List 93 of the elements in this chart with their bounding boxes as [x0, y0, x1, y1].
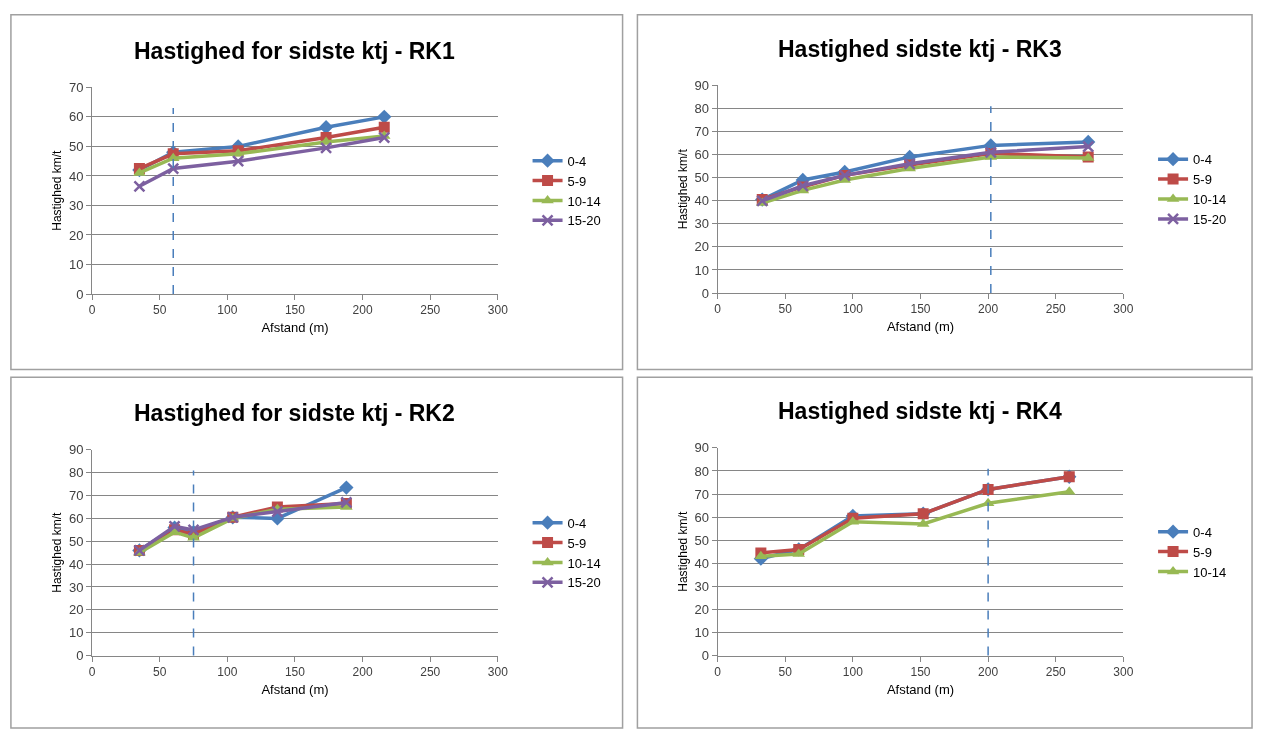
legend-label: 0-4 [567, 515, 587, 531]
y-tick-label: 50 [69, 533, 84, 549]
x-tick-label: 100 [842, 302, 864, 317]
chart-title: Hastighed sidste ktj - RK3 [778, 36, 1062, 62]
legend-label: 5-9 [1193, 172, 1212, 188]
y-tick-label: 10 [69, 625, 84, 641]
y-tick-label: 50 [69, 138, 84, 154]
x-tick-label: 200 [978, 664, 999, 679]
y-tick-label: 80 [69, 465, 84, 481]
chart-title: Hastighed for sidste ktj - RK1 [134, 38, 455, 64]
x-tick-label: 200 [352, 303, 373, 318]
chart-title: Hastighed sidste ktj - RK4 [778, 398, 1062, 424]
y-tick-label: 10 [694, 262, 709, 278]
y-tick-label: 0 [76, 648, 84, 664]
x-tick-label: 150 [910, 664, 931, 679]
legend-label: 10-14 [567, 193, 601, 209]
y-tick-label: 10 [694, 625, 709, 641]
x-tick-label: 50 [153, 664, 167, 679]
x-tick-label: 150 [910, 302, 931, 317]
x-tick-label: 250 [420, 303, 441, 318]
y-tick-label: 60 [694, 147, 709, 163]
y-tick-label: 30 [694, 216, 709, 232]
x-tick-label: 0 [714, 302, 722, 317]
legend-label: 0-4 [1193, 152, 1212, 168]
x-axis-title: Afstand (m) [886, 681, 955, 697]
y-tick-label: 90 [694, 77, 709, 93]
x-tick-label: 300 [487, 303, 509, 318]
x-tick-label: 200 [352, 664, 373, 679]
y-tick-label: 60 [694, 509, 709, 525]
legend-label: 5-9 [1193, 544, 1212, 560]
x-tick-label: 300 [487, 664, 509, 679]
y-tick-label: 50 [694, 532, 709, 548]
x-tick-label: 250 [1045, 302, 1067, 317]
y-tick-label: 70 [69, 488, 84, 504]
y-tick-label: 0 [701, 648, 709, 664]
x-tick-label: 250 [1045, 664, 1067, 679]
y-tick-label: 70 [694, 124, 709, 140]
legend-label: 15-20 [1193, 211, 1227, 227]
y-tick-label: 20 [694, 601, 709, 617]
y-tick-label: 60 [69, 109, 84, 125]
x-tick-label: 0 [88, 303, 96, 318]
legend-label: 15-20 [567, 213, 601, 229]
x-tick-label: 100 [842, 664, 864, 679]
x-tick-label: 50 [778, 302, 793, 317]
x-tick-label: 0 [88, 664, 96, 679]
x-axis-title: Afstand (m) [261, 320, 329, 336]
y-tick-label: 10 [69, 257, 84, 273]
x-tick-label: 100 [217, 303, 238, 318]
y-tick-label: 20 [694, 239, 709, 255]
legend-label: 0-4 [1193, 524, 1212, 540]
legend-label: 15-20 [567, 575, 601, 591]
y-tick-label: 70 [69, 79, 84, 95]
y-tick-label: 90 [694, 440, 709, 456]
y-tick-label: 90 [69, 442, 84, 458]
y-tick-label: 0 [76, 286, 84, 302]
y-tick-label: 40 [69, 168, 84, 184]
y-tick-label: 80 [694, 101, 709, 117]
legend-label: 10-14 [1193, 192, 1227, 208]
y-tick-label: 70 [694, 486, 709, 502]
legend-label: 5-9 [567, 535, 587, 551]
y-tick-label: 0 [701, 285, 709, 301]
x-tick-label: 50 [778, 664, 793, 679]
y-axis-title: Hastighed km/t [50, 512, 65, 593]
y-tick-label: 80 [694, 463, 709, 479]
y-tick-label: 20 [69, 602, 84, 618]
y-tick-label: 20 [69, 227, 84, 243]
y-tick-label: 30 [69, 198, 84, 214]
y-tick-label: 40 [694, 555, 709, 571]
x-tick-label: 150 [284, 303, 306, 318]
y-tick-label: 40 [69, 556, 84, 572]
x-tick-label: 150 [284, 664, 306, 679]
x-axis-title: Afstand (m) [261, 681, 329, 697]
y-axis-title: Hastighed km/t [675, 511, 690, 592]
y-axis-title: Hastighed km/t [50, 150, 65, 231]
x-tick-label: 300 [1113, 664, 1134, 679]
y-axis-title: Hastighed km/t [675, 148, 690, 230]
x-tick-label: 300 [1113, 302, 1134, 317]
legend-label: 10-14 [567, 555, 601, 571]
y-tick-label: 50 [694, 170, 709, 186]
x-tick-label: 250 [420, 664, 441, 679]
legend-label: 5-9 [567, 173, 587, 189]
y-tick-label: 40 [694, 193, 709, 209]
x-tick-label: 100 [217, 664, 238, 679]
y-tick-label: 30 [694, 578, 709, 594]
x-tick-label: 200 [978, 302, 999, 317]
y-tick-label: 30 [69, 579, 84, 595]
x-axis-title: Afstand (m) [886, 319, 955, 335]
y-tick-label: 60 [69, 510, 84, 526]
chart-title: Hastighed for sidste ktj - RK2 [134, 400, 455, 426]
x-tick-label: 0 [714, 664, 722, 679]
legend-label: 0-4 [567, 153, 587, 169]
x-tick-label: 50 [153, 303, 167, 318]
legend-label: 10-14 [1193, 564, 1227, 580]
